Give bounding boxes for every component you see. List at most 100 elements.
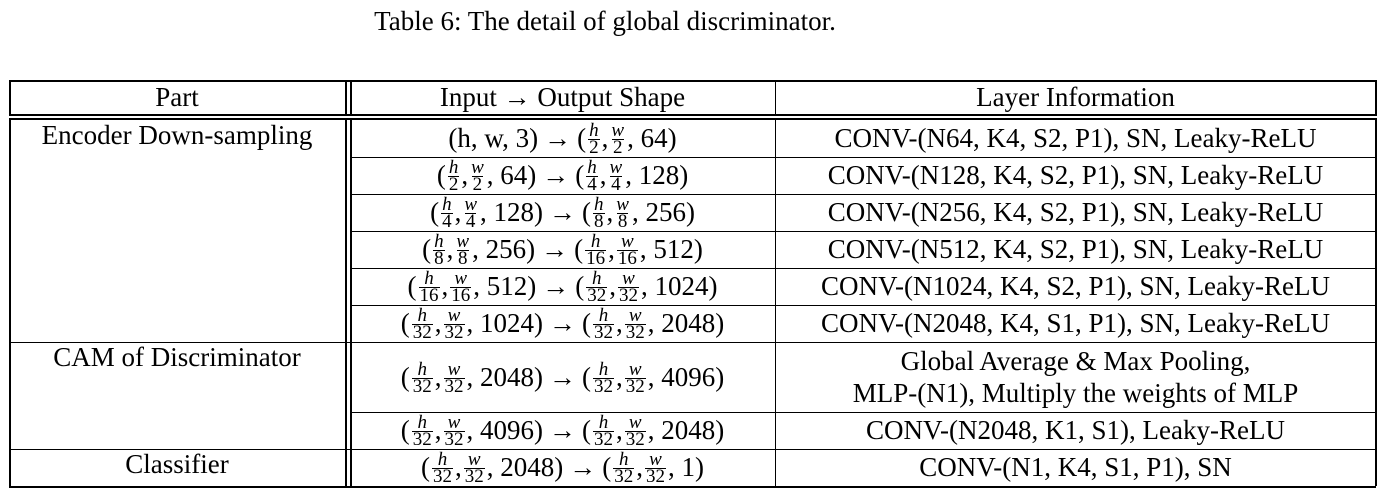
layer-info-cell: CONV-(N1024, K4, S2, P1), SN, Leaky-ReLU: [821, 271, 1330, 301]
column-rule: [775, 80, 776, 116]
numerator: h: [592, 268, 602, 289]
numerator: h: [448, 157, 459, 178]
row-rule: [350, 268, 1376, 269]
row-rule: [350, 305, 1376, 306]
shape-cell: (h 32, w 32, 4096) →(h 32, w 32, 2048): [400, 412, 725, 450]
numerator: w: [447, 358, 461, 380]
denominator: 32: [613, 466, 635, 487]
numerator: w: [456, 231, 470, 252]
arrow-icon: →: [541, 234, 569, 264]
arrow-icon: →: [549, 197, 576, 227]
numerator: w: [628, 305, 642, 326]
layer-line: Global Average & Max Pooling,: [900, 346, 1251, 376]
denominator: 4: [610, 174, 622, 195]
column-rule: [350, 118, 352, 486]
layer-info-cell: CONV-(N512, K4, S2, P1), SN, Leaky-ReLU: [827, 234, 1324, 264]
denominator: 32: [624, 375, 646, 397]
layer-info-cell: CONV-(N256, K4, S2, P1), SN, Leaky-ReLU: [827, 197, 1324, 227]
denominator: 4: [586, 174, 598, 195]
row-rule: [350, 412, 1376, 413]
fraction: w 32: [443, 306, 465, 343]
denominator: 16: [585, 248, 607, 269]
fraction: w 32: [624, 305, 646, 342]
header-part: Part: [155, 81, 199, 112]
numerator: h: [434, 231, 444, 252]
denominator: 32: [593, 429, 614, 450]
fraction: w 32: [645, 449, 666, 486]
rule-line: [9, 449, 1376, 450]
denominator: 8: [433, 248, 445, 269]
layer-info-cell: CONV-(N1, K4, S1, P1), SN: [919, 452, 1232, 482]
shape-cell: (h 16, w 16, 512) →(h 32, w 32, 1024): [407, 268, 718, 306]
layer-info-cell: Global Average & Max Pooling, MLP-(N1), M…: [775, 342, 1376, 412]
denominator: 2: [447, 174, 460, 195]
shape-cell: (h 32, w 32, 1024) →(h 32, w 32, 2048): [400, 305, 725, 343]
numerator: h: [437, 449, 448, 470]
denominator: 32: [624, 429, 646, 450]
denominator: 8: [457, 248, 469, 269]
denominator: 4: [464, 211, 477, 232]
denominator: 2: [588, 137, 600, 158]
numerator: h: [590, 231, 601, 252]
denominator: 32: [618, 285, 639, 306]
numerator: h: [587, 157, 597, 178]
numerator: w: [621, 231, 634, 252]
arrow-icon: →: [542, 271, 570, 301]
numerator: w: [471, 157, 484, 178]
numerator: w: [649, 449, 662, 470]
numerator: w: [464, 194, 477, 215]
layer-info-cell: CONV-(N128, K4, S2, P1), SN, Leaky-ReLU: [827, 160, 1324, 190]
part-cell: CAM of Discriminator: [53, 342, 301, 372]
fraction: w 16: [616, 231, 638, 269]
fraction: w 32: [443, 413, 465, 449]
header-layer: Layer Information: [976, 81, 1175, 112]
fraction: h 32: [593, 412, 614, 450]
fraction: h 16: [418, 268, 440, 305]
arrow-icon: →: [542, 160, 570, 190]
layer-info-cell: CONV-(N2048, K4, S1, P1), SN, Leaky-ReLU: [821, 308, 1330, 338]
fraction: h 32: [613, 450, 635, 487]
numerator: h: [417, 412, 428, 433]
arrow-icon: →: [549, 415, 576, 445]
column-rule: [1375, 118, 1377, 486]
numerator: w: [467, 449, 481, 470]
part-cell: Classifier: [125, 449, 229, 479]
denominator: 32: [411, 375, 433, 397]
numerator: h: [589, 120, 599, 141]
rule-line: [9, 342, 1376, 343]
fraction: w 16: [450, 269, 472, 306]
row-rule: [350, 157, 1376, 158]
denominator: 8: [593, 211, 605, 232]
fraction: w 32: [624, 413, 646, 450]
fraction: h 32: [586, 268, 608, 305]
denominator: 16: [450, 285, 472, 306]
numerator: h: [424, 268, 434, 289]
column-rule: [775, 118, 776, 486]
fraction: h 32: [432, 449, 453, 486]
numerator: h: [442, 194, 452, 215]
denominator: 16: [616, 248, 638, 269]
denominator: 32: [593, 375, 614, 397]
shape-cell: (h 32, w 32, 2048) →(h 32, w 32, 4096): [400, 358, 725, 397]
header-shape: Input → Output Shape: [439, 81, 686, 112]
denominator: 32: [593, 322, 614, 343]
rule-line: [9, 118, 1376, 120]
numerator: w: [611, 120, 625, 141]
fraction: h 32: [411, 306, 433, 342]
numerator: h: [598, 412, 609, 433]
numerator: h: [598, 305, 609, 326]
shape-cell: (h 32, w 32, 2048) →(h 32, w 32, 1): [421, 449, 704, 487]
arrow-icon: →: [544, 123, 572, 153]
denominator: 32: [443, 322, 465, 343]
column-rule: [345, 118, 347, 486]
arrow-icon: →: [549, 308, 576, 338]
